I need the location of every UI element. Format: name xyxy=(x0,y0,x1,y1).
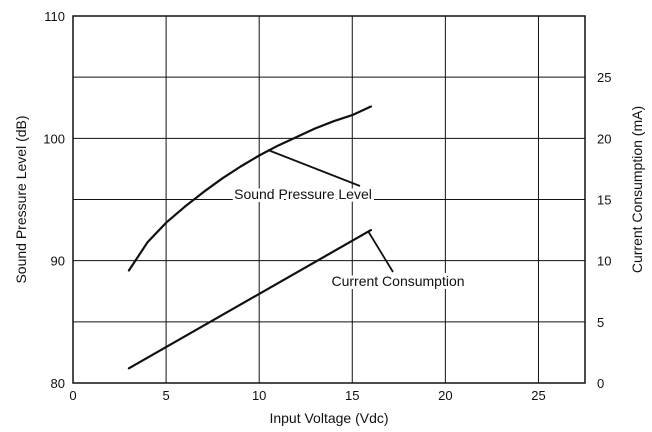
y-tick-label: 80 xyxy=(51,376,65,391)
y-tick-label: 110 xyxy=(44,9,65,24)
x-tick-label: 25 xyxy=(531,388,545,403)
x-tick-label: 10 xyxy=(252,388,266,403)
y2-tick-label: 5 xyxy=(597,315,604,330)
x-tick-label: 15 xyxy=(345,388,359,403)
grid xyxy=(73,16,585,383)
x-tick-label: 20 xyxy=(438,388,452,403)
annotation-label: Sound Pressure Level xyxy=(234,186,372,202)
y2-tick-label: 0 xyxy=(597,376,604,391)
x-tick-label: 5 xyxy=(162,388,169,403)
series-line-sound-pressure-level xyxy=(127,105,372,272)
y2-tick-label: 25 xyxy=(597,70,611,85)
x-axis-label: Input Voltage (Vdc) xyxy=(269,410,388,426)
series-line-current-consumption xyxy=(127,229,372,370)
x-tick-label: 0 xyxy=(69,388,76,403)
y2-tick-label: 20 xyxy=(597,131,611,146)
y-tick-label: 90 xyxy=(51,254,65,269)
plot-frame xyxy=(72,15,586,384)
y-axis-ticks: 80 90 100 110 xyxy=(43,9,65,391)
y2-axis-ticks: 0 5 10 15 20 25 xyxy=(597,70,611,391)
y2-tick-label: 15 xyxy=(597,193,611,208)
x-axis-ticks: 0 5 10 15 20 25 xyxy=(69,388,545,403)
annotations: Sound Pressure Level Current Consumption xyxy=(231,149,468,292)
annotation-label: Current Consumption xyxy=(331,273,464,289)
y2-axis-label: Current Consumption (mA) xyxy=(629,106,645,273)
annotation-leader-line xyxy=(367,230,394,273)
y-tick-label: 100 xyxy=(43,131,65,146)
y-axis-label: Sound Pressure Level (dB) xyxy=(13,115,29,283)
annotation-leader-line xyxy=(267,149,361,187)
series-group xyxy=(127,105,372,370)
y2-tick-label: 10 xyxy=(597,254,611,269)
